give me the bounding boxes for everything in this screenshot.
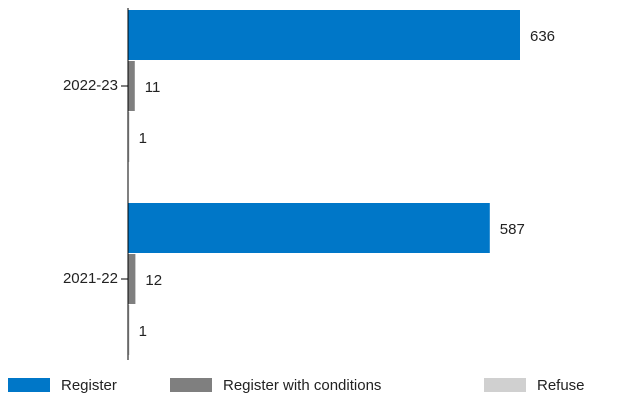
legend-label: Register xyxy=(61,377,117,394)
bar xyxy=(128,254,136,304)
data-label: 1 xyxy=(139,323,147,340)
legend-label: Refuse xyxy=(537,377,585,394)
data-label: 11 xyxy=(145,79,161,96)
legend-swatch xyxy=(484,378,526,392)
data-label: 12 xyxy=(145,272,162,289)
data-label: 587 xyxy=(500,221,525,238)
legend-label: Register with conditions xyxy=(223,377,381,394)
y-tick-label: 2021-22 xyxy=(63,270,118,287)
bar xyxy=(128,61,135,111)
bar xyxy=(128,10,520,60)
data-label: 1 xyxy=(139,130,147,147)
bar xyxy=(128,203,490,253)
y-tick-label: 2022-23 xyxy=(63,77,118,94)
bar xyxy=(128,305,130,355)
legend-swatch xyxy=(8,378,50,392)
legend-swatch xyxy=(170,378,212,392)
bar xyxy=(128,112,130,162)
data-label: 636 xyxy=(530,28,555,45)
